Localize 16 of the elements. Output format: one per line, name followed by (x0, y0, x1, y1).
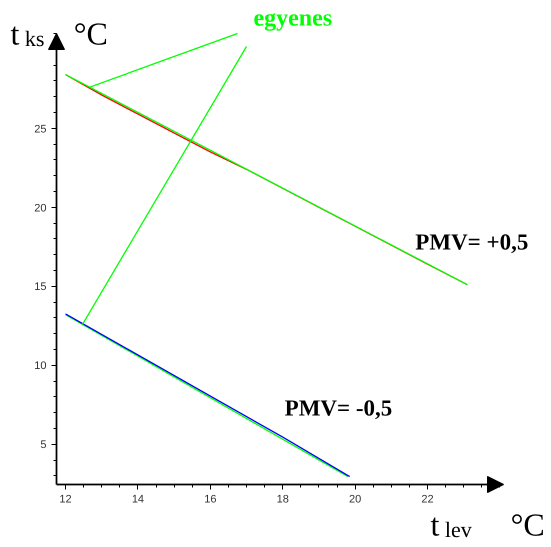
text: tlev °C (430, 506, 545, 542)
y-tick-label: 10 (34, 360, 47, 372)
text: egyenes (254, 6, 332, 32)
y-tick-label: 20 (34, 202, 47, 214)
y-tick-label: 25 (34, 123, 47, 136)
x-tick-label: 12 (59, 494, 72, 506)
x-tick-label: 20 (348, 494, 362, 506)
series-label: PMV= +0,5 (415, 230, 528, 255)
series-label: PMV= -0,5 (284, 396, 392, 421)
x-tick-label: 14 (132, 494, 144, 506)
x-tick-label: 18 (276, 494, 289, 506)
y-tick-label: 5 (40, 439, 47, 452)
text: tks °C (10, 16, 108, 52)
y-tick-label: 15 (34, 281, 47, 294)
x-tick-label: 16 (204, 494, 216, 506)
x-tick-label: 22 (421, 494, 434, 506)
